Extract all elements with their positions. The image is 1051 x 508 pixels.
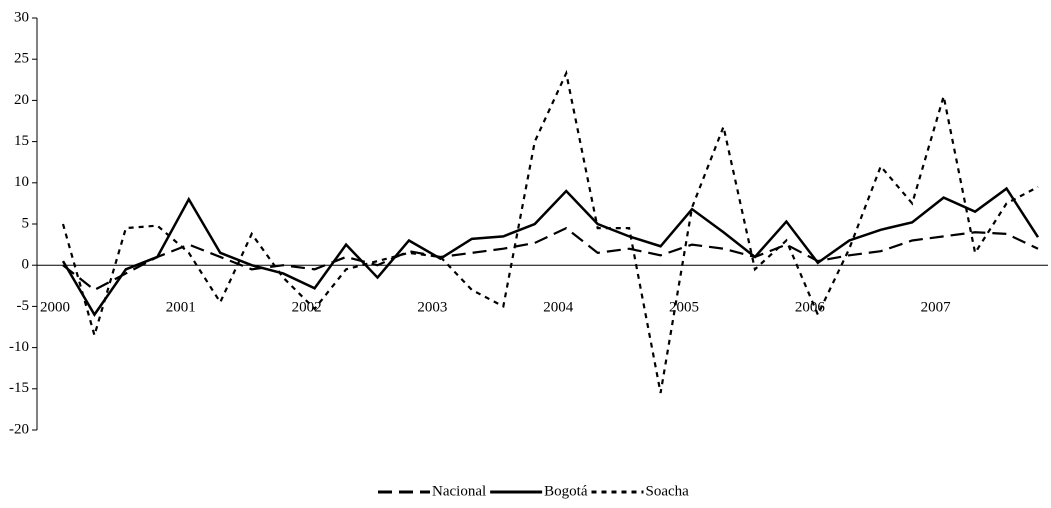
legend-label: Nacional <box>432 483 486 499</box>
series-line <box>61 69 1039 394</box>
x-tick-label: 2001 <box>166 300 196 316</box>
y-tick-label: -15 <box>9 380 29 396</box>
legend-label: Soacha <box>645 483 689 499</box>
y-tick-label: 5 <box>22 215 30 231</box>
y-tick-label: 25 <box>14 51 29 67</box>
y-tick-label: 30 <box>14 9 29 25</box>
x-tick-label: 2000 <box>40 300 70 316</box>
x-tick-label: 2002 <box>292 300 322 316</box>
y-tick-label: -5 <box>17 298 30 314</box>
y-tick-label: -10 <box>9 339 29 355</box>
series-line <box>62 226 1039 292</box>
y-tick-label: -20 <box>9 421 29 437</box>
x-tick-label: 2007 <box>921 300 952 316</box>
y-tick-label: 0 <box>22 257 30 273</box>
y-tick-label: 20 <box>14 92 29 108</box>
legend-label: Bogotá <box>544 483 588 499</box>
series-line <box>61 186 1040 317</box>
x-tick-label: 2004 <box>543 300 574 316</box>
x-tick-label: 2003 <box>417 300 447 316</box>
y-tick-label: 15 <box>14 133 29 149</box>
y-tick-label: 10 <box>14 174 29 190</box>
